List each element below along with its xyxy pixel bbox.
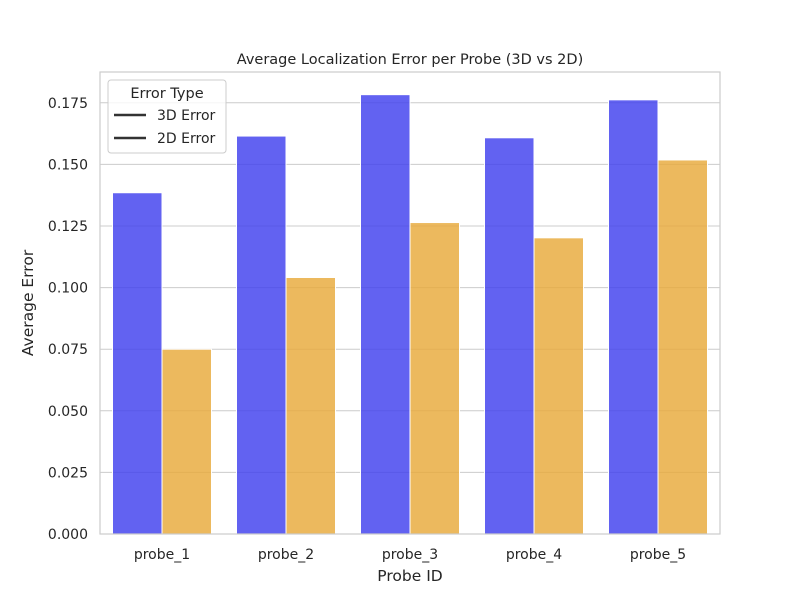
legend-title: Error Type: [130, 86, 203, 102]
bar-3d-error-probe-3: [360, 94, 411, 535]
x-tick-label: probe_2: [258, 547, 314, 563]
y-tick-label: 0.125: [48, 219, 88, 235]
chart-title: Average Localization Error per Probe (3D…: [237, 52, 583, 68]
y-tick-label: 0.075: [48, 342, 88, 358]
bar-3d-error-probe-4: [484, 137, 535, 535]
bar-2d-error-probe-3: [409, 222, 460, 535]
y-tick-label: 0.000: [48, 527, 88, 543]
plot-frame: [99, 71, 721, 535]
y-tick-label: 0.100: [48, 281, 88, 297]
bar-2d-error-probe-1: [161, 348, 212, 535]
legend-box: [107, 79, 227, 154]
y-tick-label: 0.050: [48, 404, 88, 420]
y-axis-label: Average Error: [19, 249, 37, 356]
x-axis-ticks: probe_1 probe_2 probe_3 probe_4 probe_5: [134, 547, 686, 563]
y-axis-ticks: 0.000 0.025 0.050 0.075 0.100 0.125 0.150 0.175: [48, 96, 88, 543]
legend-label-2d-error: 2D Error: [157, 131, 216, 147]
bar-2d-error-probe-5: [657, 159, 708, 535]
bar-3d-error-probe-5: [608, 99, 659, 535]
legend-label-3d-error: 3D Error: [157, 108, 216, 124]
x-tick-label: probe_3: [382, 547, 438, 563]
bars: [112, 94, 708, 535]
x-tick-label: probe_5: [630, 547, 686, 563]
bar-2d-error-probe-2: [285, 276, 336, 535]
x-axis-label: Probe ID: [377, 567, 442, 585]
legend: Error Type 3D Error 2D Error: [107, 79, 227, 154]
bar-3d-error-probe-2: [236, 135, 287, 535]
y-tick-label: 0.025: [48, 465, 88, 481]
bar-2d-error-probe-4: [533, 237, 584, 535]
y-tick-label: 0.150: [48, 157, 88, 173]
y-tick-label: 0.175: [48, 96, 88, 112]
bar-3d-error-probe-1: [112, 192, 163, 535]
x-tick-label: probe_4: [506, 547, 562, 563]
x-tick-label: probe_1: [134, 547, 190, 563]
